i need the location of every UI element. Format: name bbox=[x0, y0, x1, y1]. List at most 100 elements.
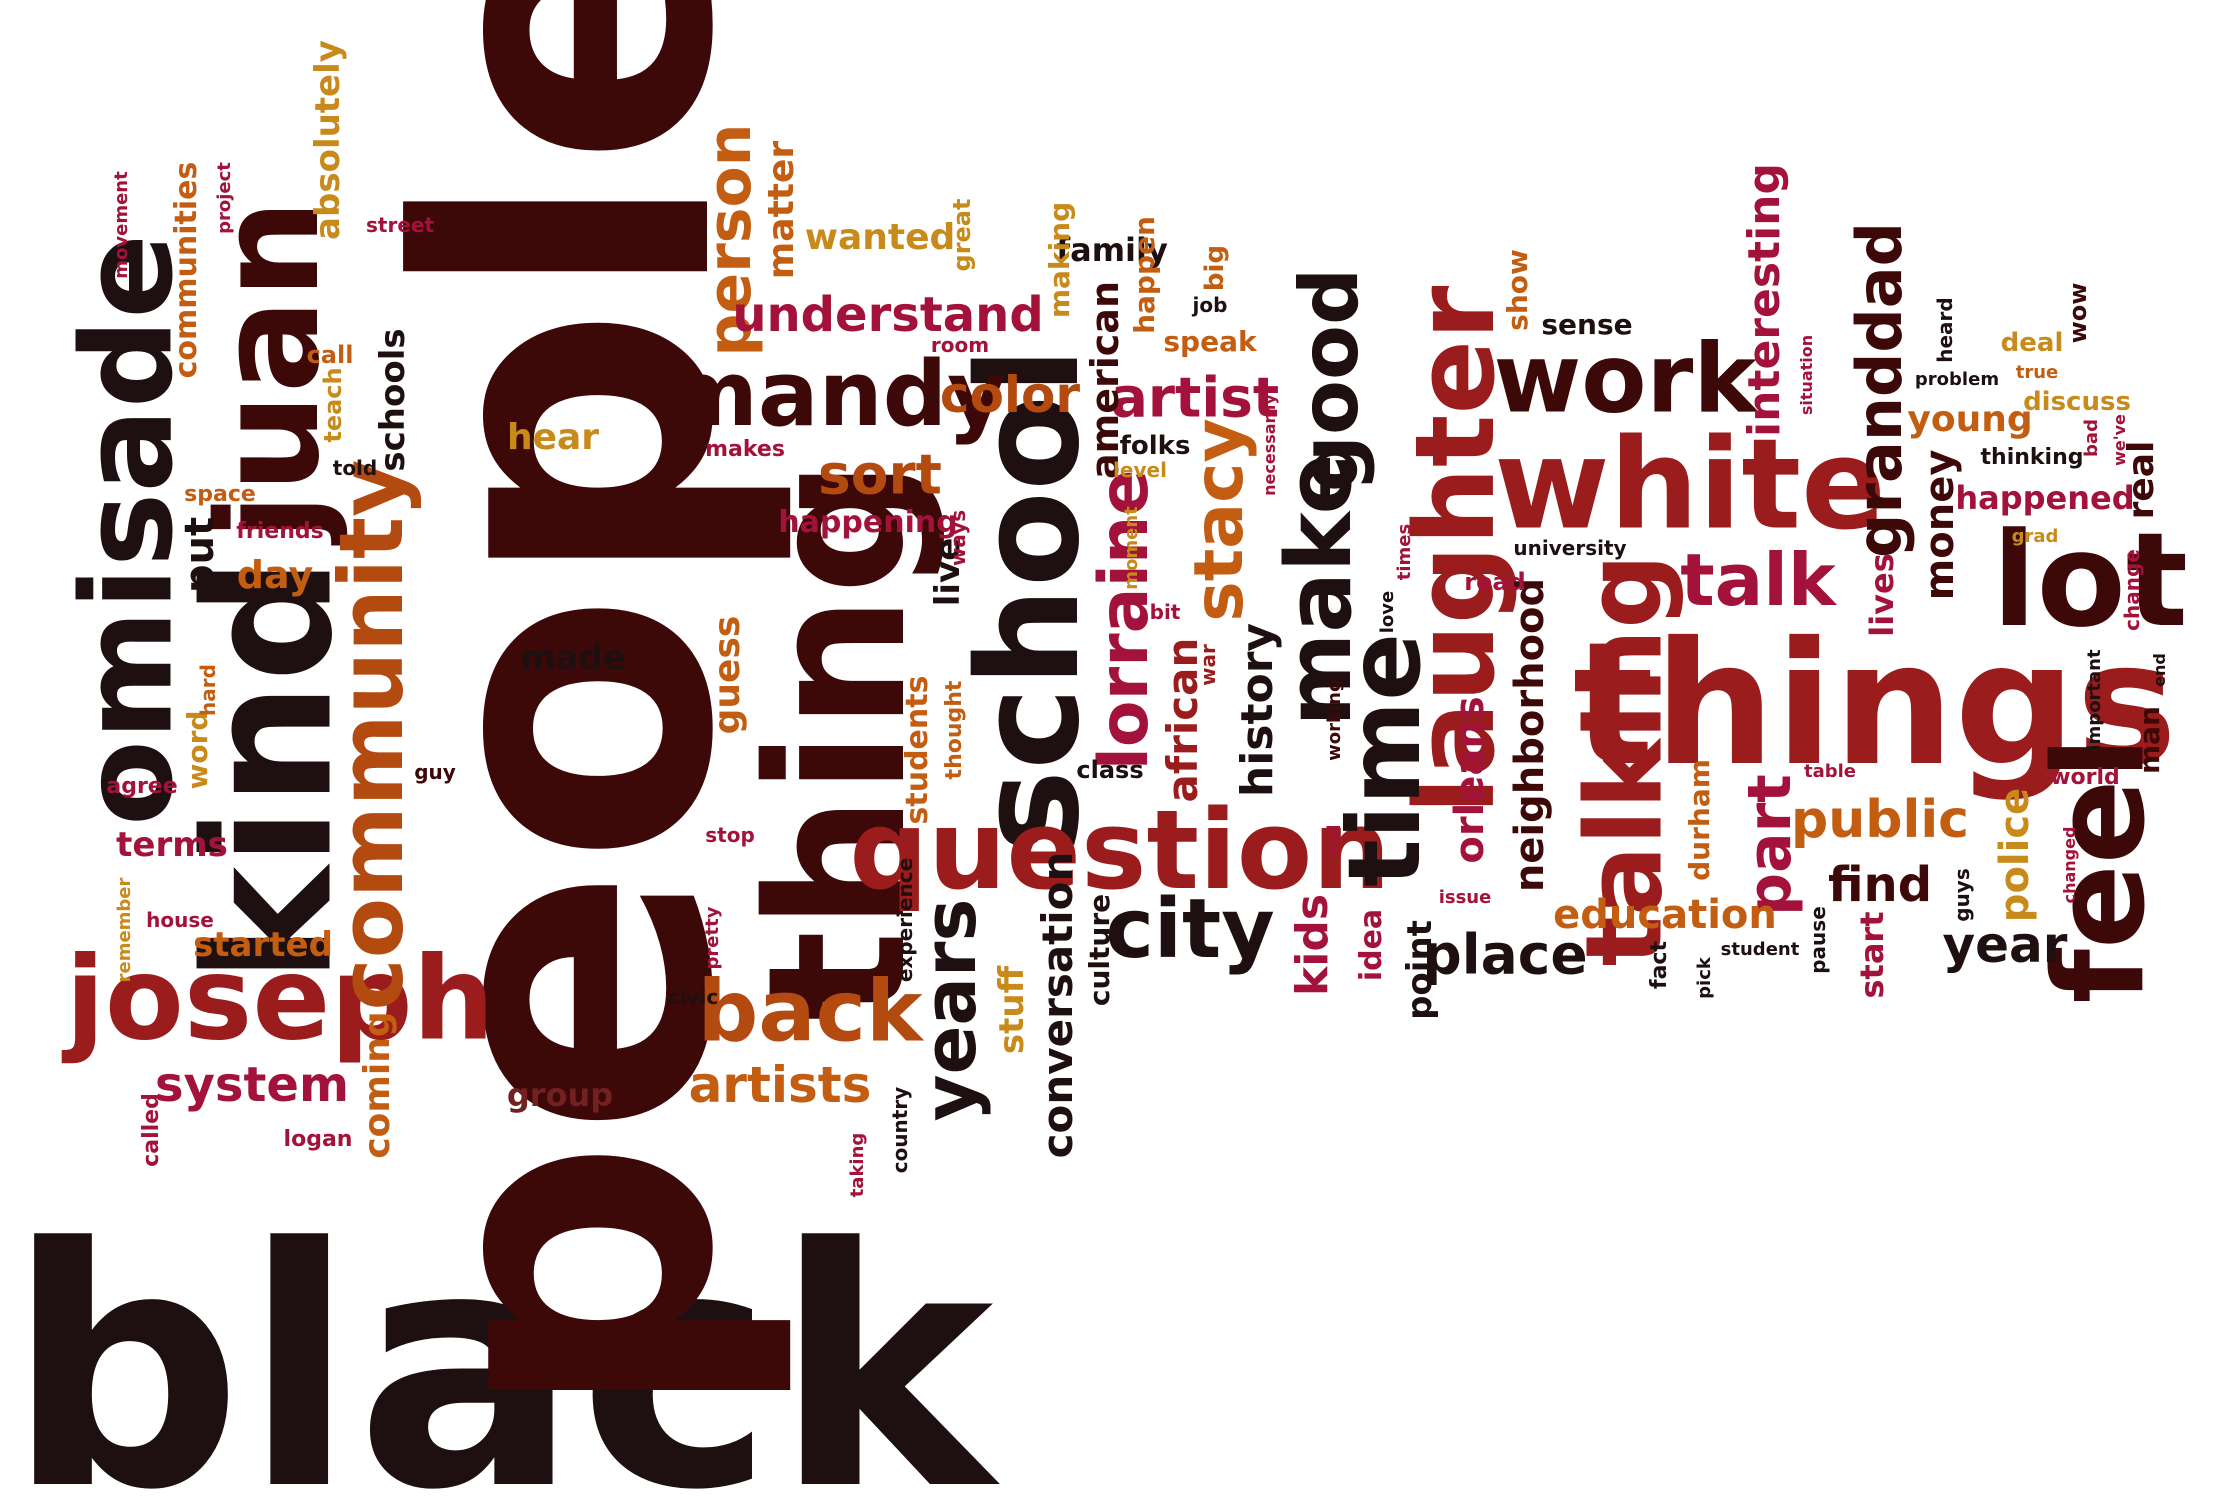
word: discuss bbox=[2023, 387, 2131, 417]
word: wanted bbox=[804, 217, 956, 258]
word: real bbox=[2121, 440, 2162, 520]
word: pick bbox=[1694, 957, 1715, 999]
word: american bbox=[1083, 281, 1127, 479]
word: coming bbox=[357, 1011, 398, 1159]
word: lot bbox=[1991, 504, 2189, 656]
word: space bbox=[184, 482, 256, 507]
word: understand bbox=[732, 287, 1044, 343]
word: stop bbox=[705, 823, 755, 847]
word: pause bbox=[1806, 906, 1830, 974]
word: culture bbox=[1083, 893, 1116, 1007]
word: kid bbox=[1324, 824, 1345, 856]
word: taking bbox=[847, 1132, 868, 1198]
word: folks bbox=[1119, 431, 1191, 461]
word: important bbox=[2084, 649, 2105, 751]
word: grad bbox=[2011, 526, 2059, 547]
word: told bbox=[332, 456, 378, 480]
word: day bbox=[236, 553, 314, 597]
word: make bbox=[1267, 453, 1372, 727]
word: project bbox=[214, 162, 235, 234]
word: year bbox=[1942, 916, 2068, 974]
word: sort bbox=[818, 442, 942, 507]
word: durham bbox=[1683, 759, 1716, 881]
word: country bbox=[888, 1086, 912, 1174]
word: love bbox=[1377, 590, 1398, 634]
word: started bbox=[193, 925, 333, 965]
word: education bbox=[1553, 892, 1777, 938]
word: speak bbox=[1163, 325, 1257, 358]
word: young bbox=[1907, 399, 2033, 440]
word: money bbox=[1917, 449, 1963, 601]
word: true bbox=[2015, 362, 2059, 383]
word: bad bbox=[2081, 419, 2102, 457]
word: remember bbox=[114, 877, 135, 983]
word: neighborhood bbox=[1507, 577, 1553, 893]
word: world bbox=[2050, 765, 2120, 790]
word: teach bbox=[319, 367, 347, 443]
word: communities bbox=[169, 161, 204, 379]
word: class bbox=[1076, 756, 1144, 784]
word: called bbox=[139, 1093, 164, 1167]
word: guy bbox=[414, 760, 456, 784]
word: talk bbox=[1680, 538, 1836, 622]
word: idea bbox=[1354, 908, 1389, 982]
word: making bbox=[1043, 201, 1076, 319]
word: street bbox=[365, 213, 435, 237]
word: police bbox=[1992, 787, 2038, 923]
word: artists bbox=[688, 1056, 872, 1114]
word: university bbox=[1513, 536, 1627, 560]
word: movement bbox=[111, 171, 132, 279]
word: work bbox=[1493, 324, 1757, 435]
word: heard bbox=[1933, 297, 1957, 363]
word: job bbox=[1192, 293, 1228, 317]
word: joseph bbox=[65, 932, 495, 1067]
word: color bbox=[939, 366, 1081, 424]
word: change bbox=[2120, 549, 2144, 631]
word: interesting bbox=[1739, 163, 1790, 437]
word: issue bbox=[1438, 887, 1492, 908]
word: public bbox=[1791, 790, 1969, 850]
word: community bbox=[320, 459, 423, 1011]
word: times bbox=[1394, 523, 1415, 581]
word: conversation bbox=[1033, 851, 1082, 1159]
word: house bbox=[146, 908, 214, 932]
word: we've bbox=[2110, 414, 2129, 466]
word: changed bbox=[2060, 826, 2079, 904]
word: happening bbox=[778, 505, 958, 540]
word: thinking bbox=[1980, 445, 2084, 470]
word: makes bbox=[705, 437, 785, 462]
word: start bbox=[1853, 911, 1891, 999]
word: working bbox=[1324, 679, 1345, 761]
word: granddad bbox=[1843, 222, 1916, 558]
word: fact bbox=[1647, 941, 1672, 989]
word: happened bbox=[1955, 479, 2135, 517]
word: made bbox=[520, 638, 626, 678]
word: white bbox=[1494, 412, 1886, 558]
word: friends bbox=[236, 519, 324, 544]
word: great bbox=[948, 198, 976, 272]
word: terms bbox=[116, 825, 228, 865]
word: matter bbox=[761, 140, 802, 280]
word: lives bbox=[1863, 553, 1901, 637]
word: big bbox=[1200, 244, 1230, 292]
word: years bbox=[908, 898, 992, 1122]
word: bit bbox=[1149, 600, 1181, 624]
word: student bbox=[1720, 939, 1800, 960]
word: black bbox=[6, 1178, 994, 1505]
word: schools bbox=[373, 328, 413, 472]
word: students bbox=[900, 675, 935, 825]
word: necessarily bbox=[1260, 394, 1279, 496]
word: table bbox=[1803, 761, 1857, 782]
word: stuff bbox=[992, 965, 1032, 1055]
word: put bbox=[177, 516, 223, 594]
word: system bbox=[155, 1057, 349, 1113]
word: orleans bbox=[1447, 696, 1493, 864]
word: show bbox=[1501, 249, 1534, 331]
word: city bbox=[1105, 882, 1275, 977]
word: find bbox=[1827, 857, 1933, 913]
word: call bbox=[306, 341, 354, 369]
word: ways bbox=[946, 509, 970, 567]
word: experience bbox=[893, 857, 917, 983]
word: sense bbox=[1541, 308, 1633, 341]
